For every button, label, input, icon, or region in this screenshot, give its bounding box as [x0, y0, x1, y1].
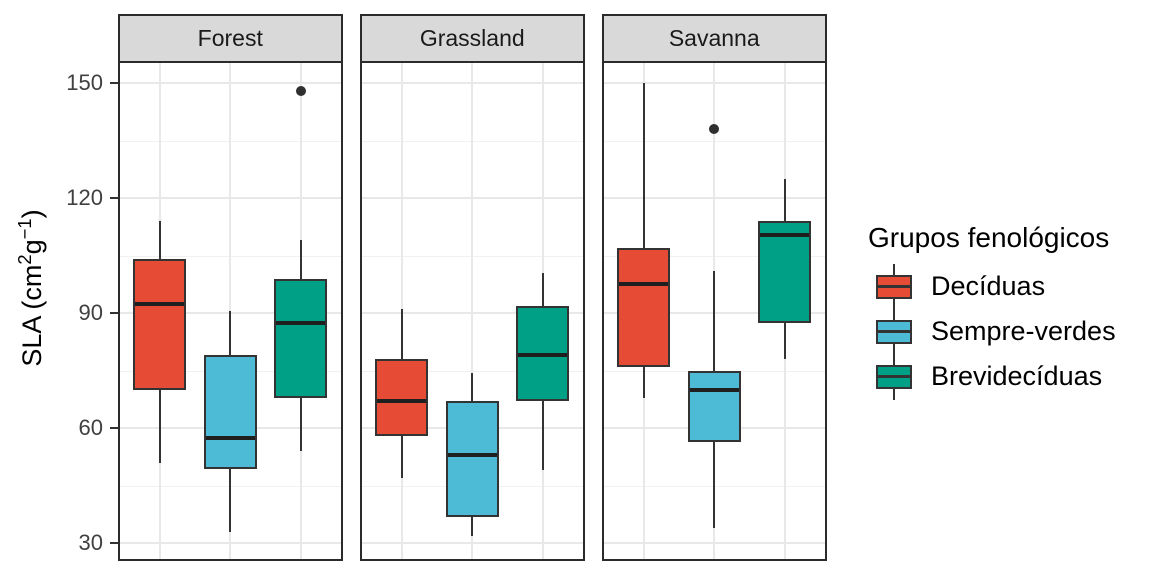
- facet-strip: Forest: [117, 14, 343, 63]
- legend-items: Decíduas Sempre-verdes Brevidecíduas: [866, 263, 1116, 400]
- legend-key-median-line: [878, 284, 910, 288]
- facet-strip-label: Savanna: [668, 24, 760, 51]
- y-axis-title-close: ): [17, 209, 47, 219]
- facet-panel: [117, 60, 343, 561]
- y-tick-label: 120: [66, 185, 103, 211]
- legend-key-median-line: [878, 374, 910, 378]
- legend-key-boxplot-glyph: [876, 263, 912, 310]
- boxplot-box: [758, 221, 811, 323]
- y-tick-mark: [109, 82, 118, 84]
- boxplot-box: [274, 278, 327, 398]
- y-axis-title: SLA (cm2g−1): [14, 209, 48, 366]
- legend-item: Decíduas: [866, 263, 1116, 310]
- boxplot-box: [203, 355, 257, 469]
- legend-label: Decíduas: [931, 271, 1046, 301]
- legend-key-boxplot-glyph: [876, 308, 912, 355]
- boxplot-box: [445, 401, 499, 517]
- legend-title: Grupos fenológicos: [868, 222, 1110, 253]
- boxplot-median-line: [619, 282, 668, 287]
- boxplot-box: [133, 259, 186, 390]
- legend: Grupos fenológicos Decíduas Sempre-verdes…: [866, 222, 1116, 400]
- y-tick-label: 150: [66, 70, 103, 95]
- boxplot-median-line: [135, 301, 184, 306]
- boxplot-median-line: [689, 387, 739, 392]
- facet-strip-label: Grassland: [419, 24, 525, 51]
- facet-strip: Savanna: [601, 14, 827, 63]
- legend-key-boxplot-glyph: [876, 353, 912, 400]
- y-tick-label: 30: [78, 530, 103, 556]
- y-axis-title-sup-2: 2: [14, 254, 35, 265]
- boxplot-whisker: [642, 83, 645, 398]
- y-tick-label: 90: [78, 300, 103, 326]
- facet-strip: Grassland: [359, 14, 585, 63]
- boxplot-median-line: [205, 435, 255, 440]
- legend-key-median-line: [878, 329, 910, 333]
- y-tick-mark: [109, 312, 118, 315]
- boxplot-median-line: [760, 232, 809, 237]
- y-tick-label: 60: [78, 415, 103, 441]
- legend-label: Sempre-verdes: [931, 316, 1116, 346]
- boxplot-median-line: [377, 399, 426, 404]
- legend-item: Sempre-verdes: [866, 308, 1116, 355]
- gridline-major-vertical: [471, 62, 473, 559]
- facet-strip-label: Forest: [197, 24, 263, 51]
- facet-panel: [601, 60, 827, 561]
- facet-panel: [359, 60, 585, 561]
- y-tick-mark: [109, 197, 118, 200]
- y-axis-title-sup-minus1: −1: [14, 218, 35, 240]
- boxplot-box: [375, 359, 428, 436]
- boxplot-median-line: [447, 453, 497, 458]
- boxplot-outlier-point: [709, 124, 719, 135]
- y-tick-mark: [109, 427, 118, 430]
- y-tick-mark: [109, 542, 118, 545]
- legend-item: Brevidecíduas: [866, 353, 1116, 400]
- legend-label: Brevidecíduas: [931, 361, 1103, 391]
- boxplot-box: [617, 247, 670, 367]
- boxplot-outlier-point: [295, 85, 306, 96]
- y-axis-title-g: g: [17, 239, 47, 255]
- boxplot-box: [687, 370, 741, 442]
- gridline-major-vertical: [229, 62, 231, 559]
- boxplot-median-line: [518, 353, 567, 358]
- boxplot-median-line: [276, 320, 325, 325]
